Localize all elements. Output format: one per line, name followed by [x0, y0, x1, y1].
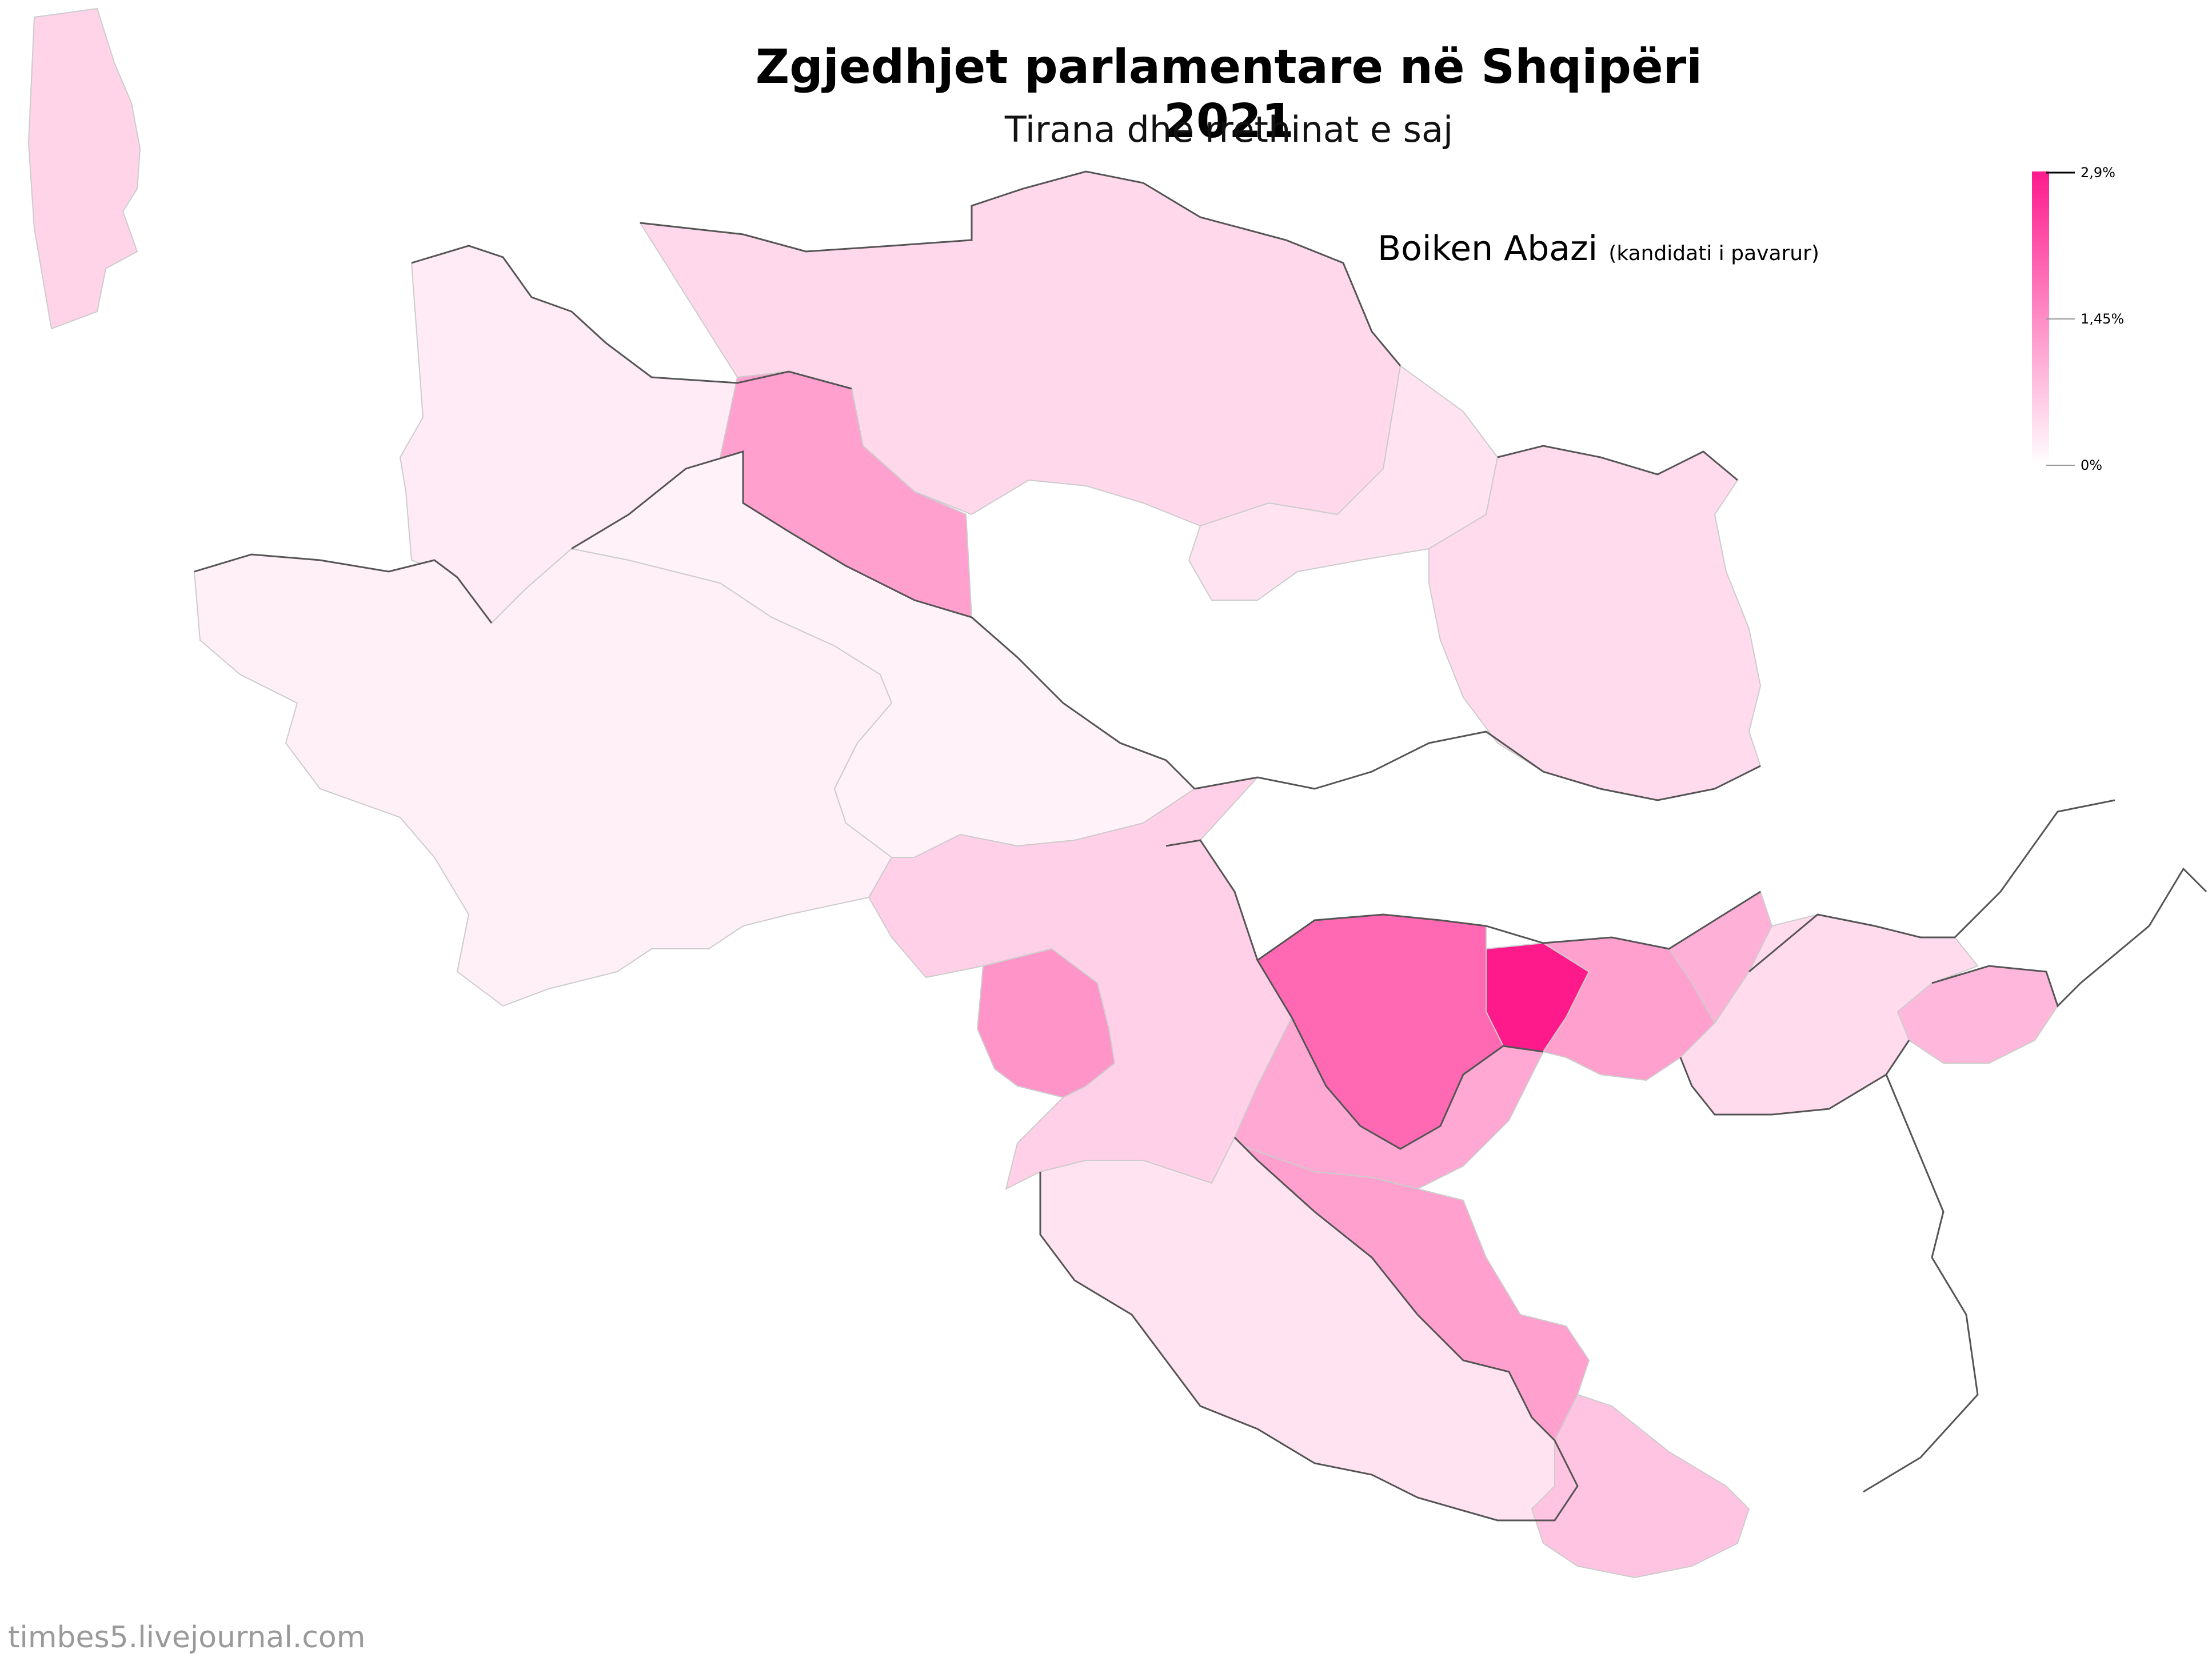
map-subtitle: Tirana dhe rrethinat e saj	[1004, 109, 1454, 150]
map-unit-northwest-strip	[27, 7, 141, 330]
credit-text: timbes5.livejournal.com	[8, 1620, 366, 1655]
district-boundary-7	[1233, 1136, 1556, 1442]
candidate-label: Boiken Abazi (kandidati i pavarur)	[1377, 229, 1819, 269]
map-unit-southeast-lobe	[1531, 1394, 1750, 1579]
candidate-note: (kandidati i pavarur)	[1608, 242, 1819, 265]
map-title: Zgjedhjet parlamentare në Shqipëri 2021	[755, 40, 1703, 149]
district-boundary-6	[1165, 839, 1544, 1150]
district-boundaries	[194, 170, 2207, 1522]
district-boundary-4	[571, 450, 1196, 790]
district-boundary-12	[1039, 1172, 1579, 1522]
district-boundary-2	[640, 170, 1402, 366]
legend-max-label: 2,9%	[2081, 165, 2115, 181]
district-boundary-8	[1257, 891, 1761, 961]
district-boundary-1	[411, 245, 852, 390]
district-boundary-3	[194, 553, 493, 624]
district-boundary-11	[1931, 867, 2207, 1008]
legend-min-label: 0%	[2081, 457, 2103, 473]
district-boundary-9	[1748, 913, 1955, 973]
district-boundary-14	[1954, 799, 2115, 939]
district-boundary-13	[1863, 1074, 1979, 1493]
district-boundary-5	[1194, 730, 1761, 801]
candidate-name: Boiken Abazi	[1377, 229, 1598, 269]
map-units	[27, 7, 2059, 1579]
district-boundary-15	[1497, 445, 1738, 481]
legend-mid-label: 1,45%	[2081, 311, 2125, 327]
